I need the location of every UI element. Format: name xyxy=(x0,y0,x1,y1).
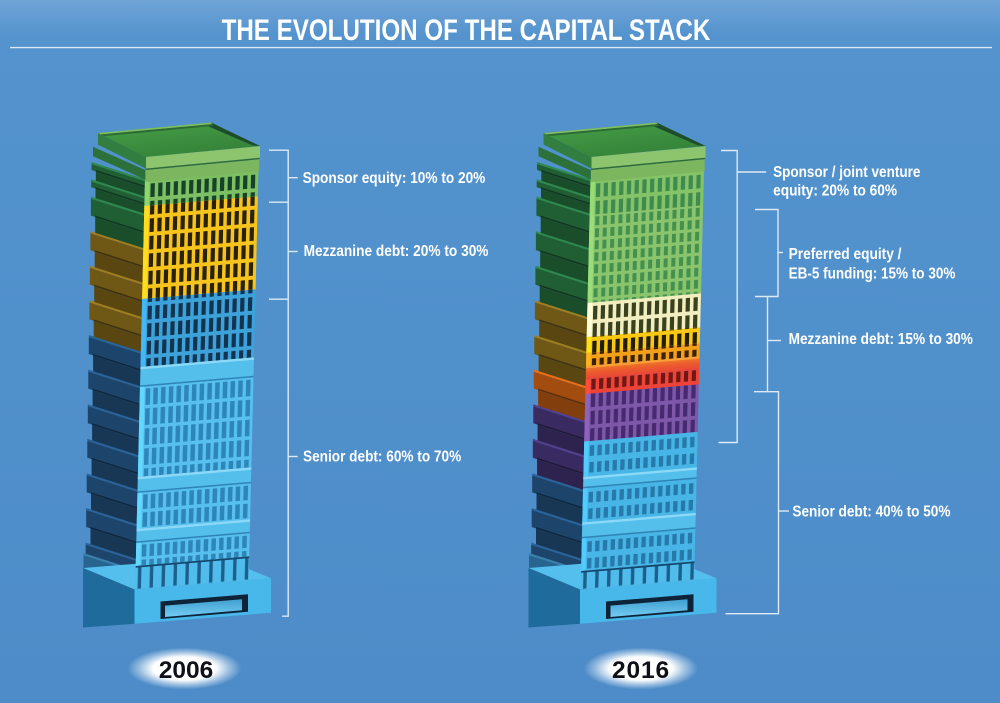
svg-text:Mezzanine debt: 20% to 30%: Mezzanine debt: 20% to 30% xyxy=(304,243,489,260)
svg-text:2016: 2016 xyxy=(612,657,670,684)
svg-text:Sponsor / joint venture: Sponsor / joint venture xyxy=(773,164,921,181)
svg-text:Senior debt: 40% to 50%: Senior debt: 40% to 50% xyxy=(792,504,950,521)
svg-text:2006: 2006 xyxy=(159,657,214,684)
svg-text:Mezzanine debt: 15% to 30%: Mezzanine debt: 15% to 30% xyxy=(789,331,974,348)
svg-text:EB-5 funding: 15% to 30%: EB-5 funding: 15% to 30% xyxy=(789,266,956,283)
svg-text:Preferred equity /: Preferred equity / xyxy=(789,246,903,263)
svg-text:THE EVOLUTION OF THE CAPITAL S: THE EVOLUTION OF THE CAPITAL STACK xyxy=(222,14,711,47)
svg-text:equity: 20% to 60%: equity: 20% to 60% xyxy=(773,182,897,199)
svg-text:Sponsor equity: 10% to 20%: Sponsor equity: 10% to 20% xyxy=(303,170,486,187)
svg-text:Senior debt: 60% to 70%: Senior debt: 60% to 70% xyxy=(303,449,461,466)
